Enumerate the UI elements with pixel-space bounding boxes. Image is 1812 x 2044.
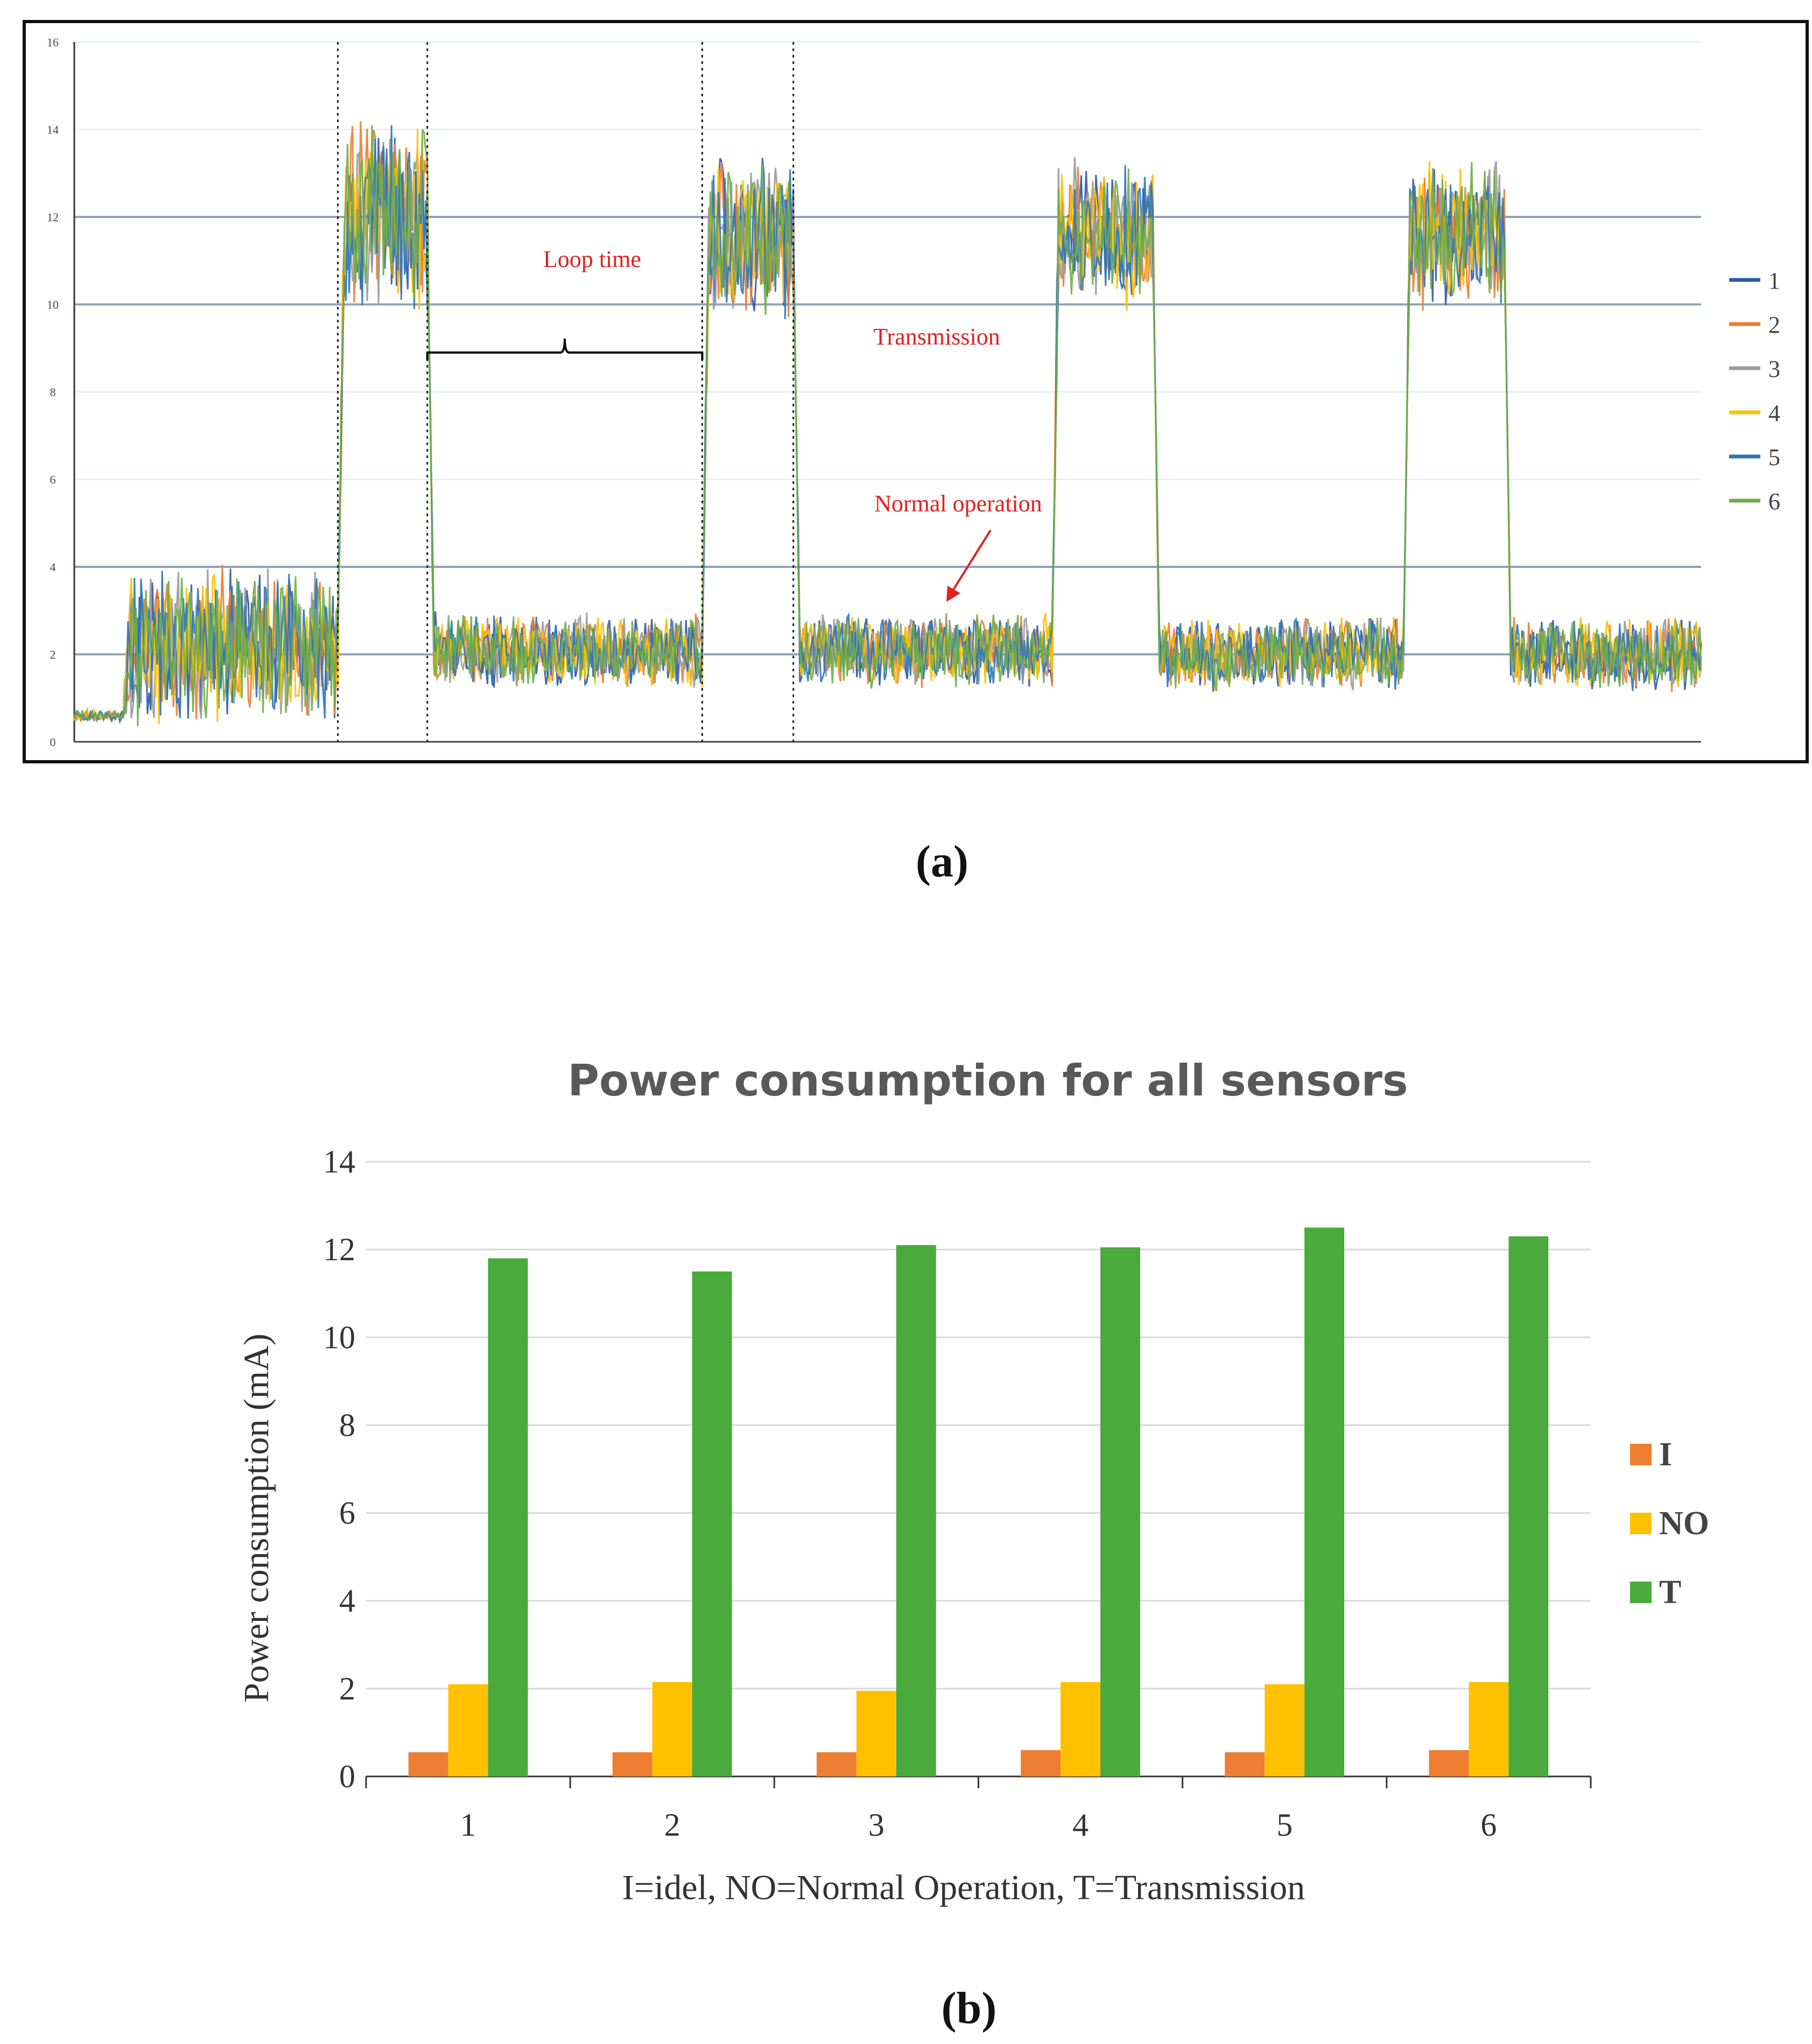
transmission-label: Transmission <box>873 324 1000 350</box>
chart-a-y-tick-label: 2 <box>50 648 56 662</box>
chart-b-bar-t-sensor-4 <box>1100 1247 1140 1776</box>
chart-a-y-tick-label: 10 <box>47 298 59 312</box>
chart-a-y-tick-label: 4 <box>50 560 56 574</box>
chart-b-y-tick-label: 2 <box>339 1671 355 1706</box>
caption-b: (b) <box>942 1983 997 2033</box>
chart-b-x-tick-label: 4 <box>1072 1807 1088 1843</box>
chart-b-bar-no-sensor-1 <box>448 1684 488 1776</box>
chart-b-gridlines <box>366 1161 1591 1690</box>
chart-b-legend-label: I <box>1659 1436 1672 1473</box>
chart-b-bar-t-sensor-6 <box>1508 1236 1549 1776</box>
chart-b-bar-i-sensor-2 <box>612 1752 652 1776</box>
chart-a-legend-label: 6 <box>1768 488 1780 515</box>
chart-b-bar-no-sensor-3 <box>856 1690 896 1776</box>
chart-a-dividers <box>337 42 795 742</box>
chart-a-y-tick-label: 8 <box>50 385 56 399</box>
chart-b-legend-swatch <box>1630 1444 1652 1465</box>
chart-a-legend-label: 4 <box>1768 400 1780 426</box>
chart-b-bar-no-sensor-5 <box>1265 1684 1305 1776</box>
chart-b-bar-i-sensor-3 <box>817 1752 856 1776</box>
chart-b-x-tick-label: 2 <box>664 1807 680 1843</box>
chart-b-x-tick-label: 3 <box>868 1807 884 1843</box>
chart-a-y-tick-label: 6 <box>50 473 56 487</box>
chart-a-y-tick-label: 12 <box>47 210 59 224</box>
chart-b-bar-i-sensor-6 <box>1429 1750 1469 1776</box>
chart-b-y-tick-label: 14 <box>323 1144 355 1179</box>
normal-operation-label: Normal operation <box>874 490 1042 517</box>
chart-b-bar-no-sensor-6 <box>1469 1682 1509 1776</box>
chart-b-bar-i-sensor-4 <box>1021 1750 1061 1776</box>
chart-b-y-tick-label: 6 <box>339 1495 355 1531</box>
chart-b-legend-swatch <box>1630 1582 1652 1603</box>
chart-b-title: Power consumption for all sensors <box>567 1056 1408 1106</box>
chart-b-legend-label: NO <box>1659 1505 1709 1542</box>
chart-a-series-line <box>73 125 1702 726</box>
chart-b-bar-t-sensor-3 <box>896 1245 936 1776</box>
chart-b-bar-t-sensor-5 <box>1304 1227 1345 1776</box>
chart-b-bar-t-sensor-1 <box>488 1258 528 1776</box>
chart-b-legend-swatch <box>1630 1513 1652 1534</box>
loop-time-label: Loop time <box>543 246 641 272</box>
chart-a-loop-time-brace <box>426 338 704 360</box>
chart-b: Power consumption for all sensors 0 2 4 6 8 1… <box>237 1056 1709 1907</box>
chart-b-y-tick-label: 4 <box>339 1583 355 1619</box>
chart-a-y-tick-label: 14 <box>47 123 59 137</box>
chart-a-legend-label: 1 <box>1768 268 1780 294</box>
chart-b-y-ticks: 0 2 4 6 8 10 12 14 <box>323 1144 355 1794</box>
chart-b-bar-no-sensor-4 <box>1060 1682 1100 1776</box>
chart-a-y-ticks: 0 2 4 6 8 10 12 14 16 <box>47 36 59 749</box>
chart-b-y-tick-label: 12 <box>323 1232 355 1267</box>
chart-a-legend-label: 3 <box>1768 356 1780 382</box>
chart-a-y-tick-label: 0 <box>50 735 56 749</box>
chart-b-y-tick-label: 10 <box>323 1319 355 1355</box>
chart-b-bar-no-sensor-2 <box>652 1682 692 1776</box>
chart-a-legend-label: 5 <box>1768 444 1780 470</box>
chart-a-series-lines <box>73 121 1702 726</box>
chart-b-bar-i-sensor-1 <box>408 1752 448 1776</box>
chart-b-legend: I NO T <box>1630 1436 1709 1611</box>
caption-a: (a) <box>916 837 968 887</box>
chart-a-legend: 1 2 3 4 5 6 <box>1729 268 1780 515</box>
chart-a-y-tick-label: 16 <box>47 36 59 49</box>
normal-operation-arrow <box>946 529 992 602</box>
chart-a-legend-label: 2 <box>1768 312 1780 338</box>
chart-b-legend-label: T <box>1659 1574 1681 1611</box>
chart-b-bar-t-sensor-2 <box>692 1271 732 1776</box>
chart-b-y-tick-label: 0 <box>339 1759 355 1794</box>
chart-b-bars <box>408 1227 1549 1776</box>
chart-b-bar-i-sensor-5 <box>1225 1752 1265 1776</box>
chart-b-x-axis-label: I=idel, NO=Normal Operation, T=Transmiss… <box>622 1868 1305 1907</box>
chart-b-y-axis-label: Power consumption (mA) <box>237 1333 276 1703</box>
chart-b-x-tick-label: 5 <box>1276 1807 1293 1843</box>
loop-time-brace <box>426 338 704 360</box>
chart-b-y-tick-label: 8 <box>339 1407 355 1443</box>
chart-b-x-tick-label: 1 <box>460 1807 476 1843</box>
chart-b-x-tick-label: 6 <box>1480 1807 1497 1843</box>
chart-b-x-ticks: 1 2 3 4 5 6 <box>365 1776 1592 1843</box>
